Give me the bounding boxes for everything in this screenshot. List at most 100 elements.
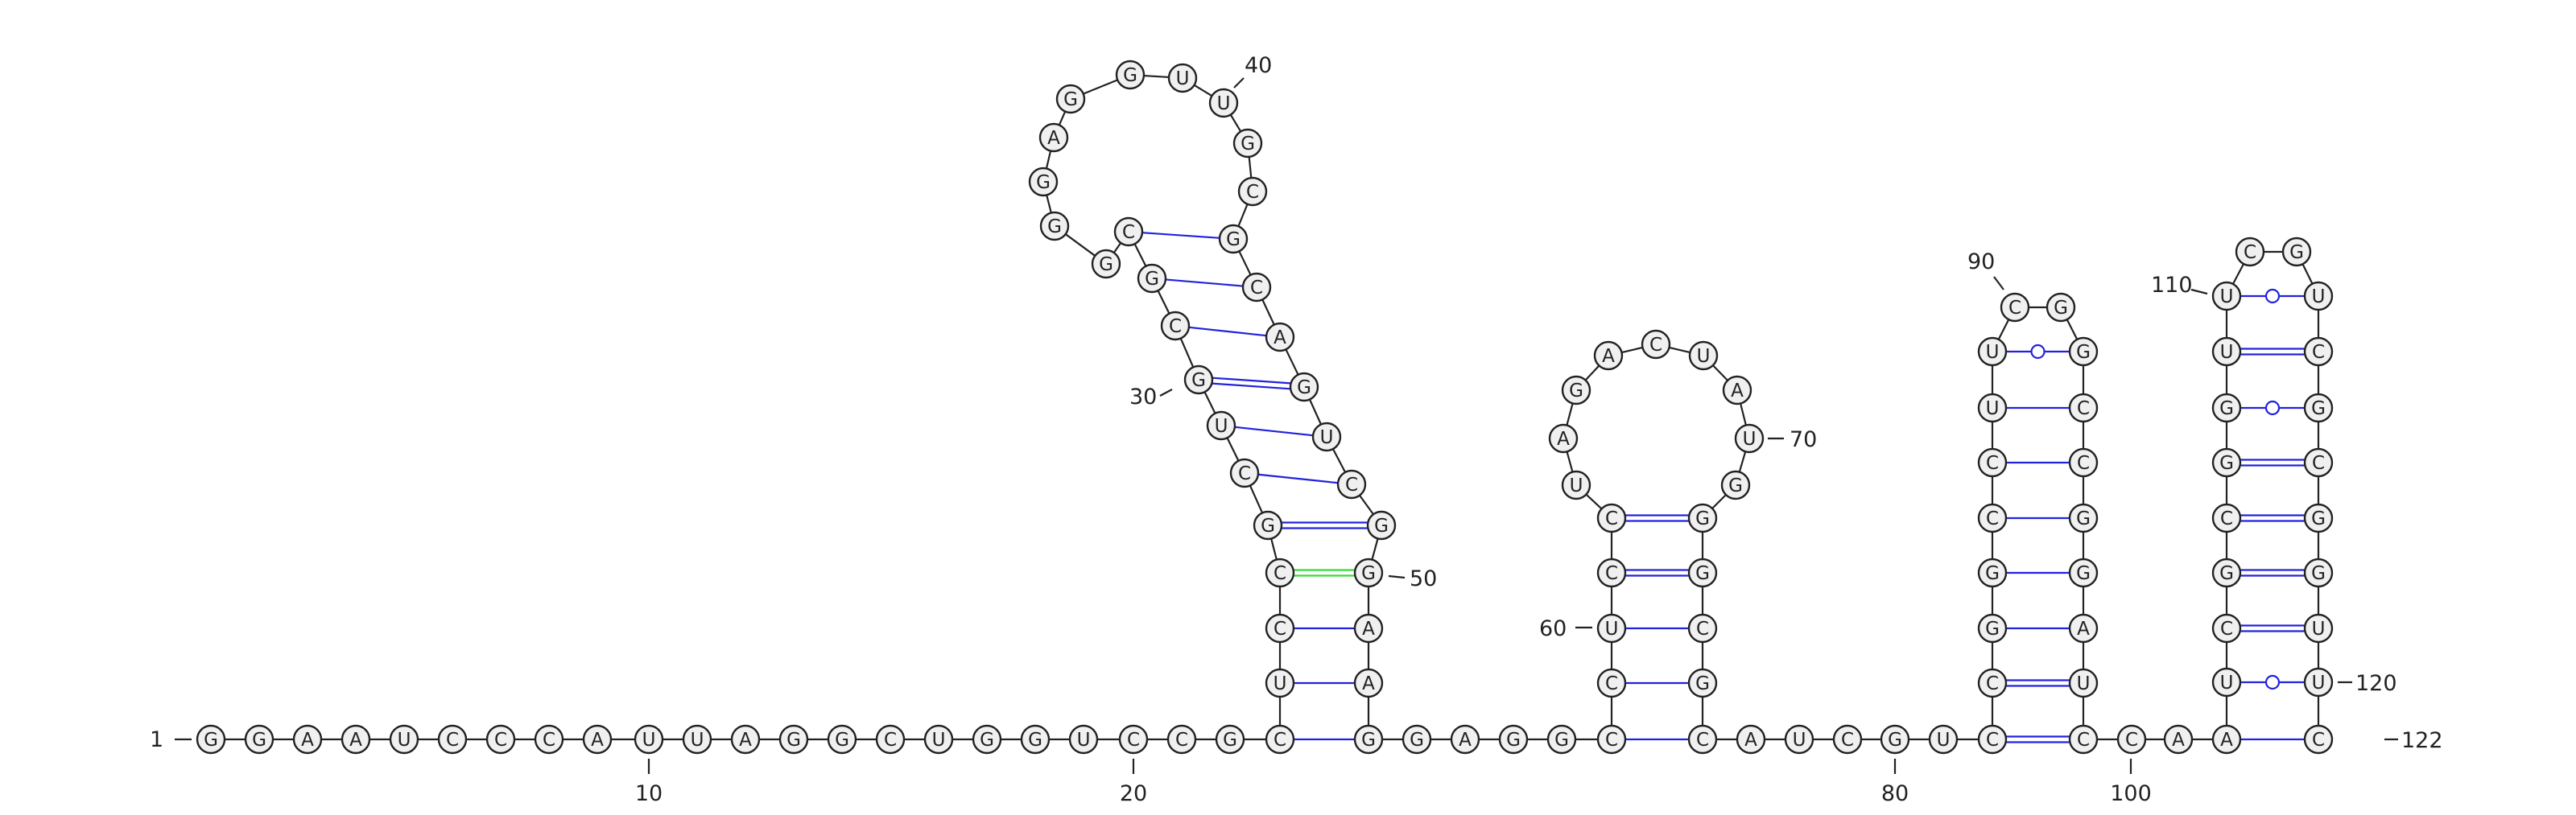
nucleotide-letter: A <box>2220 730 2233 751</box>
base-pair-gu-marker <box>2264 288 2281 304</box>
nucleotide-70: A <box>1722 375 1752 405</box>
nucleotide-letter: G <box>1297 377 1311 398</box>
nucleotide-circle <box>582 724 613 755</box>
backbone-link <box>1740 403 1747 426</box>
nucleotide-letter: C <box>1238 463 1251 484</box>
base-pair-gu-marker <box>2030 344 2046 360</box>
nucleotide-circle <box>2303 613 2334 644</box>
nucleotide-11: U <box>682 724 712 755</box>
label-30: 30 <box>1129 385 1157 410</box>
nucleotide-25: C <box>1265 613 1295 644</box>
nucleotide-circle <box>1720 470 1751 500</box>
nucleotide-letter: U <box>1274 673 1287 694</box>
nucleotide-circle <box>1977 724 2008 755</box>
nucleotide-94: C <box>2068 393 2099 423</box>
nucleotide-circle <box>1977 447 2008 478</box>
nucleotide-circle <box>1113 216 1144 247</box>
backbone-link <box>1229 114 1242 132</box>
nucleotide-circle <box>682 724 712 755</box>
nucleotide-letter: C <box>1605 730 1618 751</box>
nucleotide-letter: A <box>349 730 362 751</box>
label-90: 90 <box>1967 249 1995 274</box>
nucleotide-letter: A <box>2172 730 2185 751</box>
nucleotide-19: U <box>1068 724 1099 755</box>
nucleotide-letter: C <box>2220 508 2233 529</box>
nucleotide-circle <box>1687 558 1718 588</box>
nucleotide-letter: U <box>2312 619 2326 640</box>
nucleotide-letter: G <box>252 730 266 751</box>
nucleotide-47: G <box>1289 372 1319 402</box>
nucleotide-letter: G <box>2311 398 2326 419</box>
nucleotide-letter: C <box>446 730 459 751</box>
nucleotide-circle <box>1353 724 1384 755</box>
nucleotide-circle <box>875 724 906 755</box>
nucleotide-circle <box>2303 336 2334 367</box>
nucleotide-circle <box>1498 724 1529 755</box>
nucleotide-circle <box>1068 724 1099 755</box>
nucleotide-letter: C <box>2220 619 2233 640</box>
nucleotide-letter: G <box>1223 730 1237 751</box>
nucleotide-circle <box>2068 447 2099 478</box>
nucleotide-10: U <box>634 724 664 755</box>
nucleotide-104: U <box>2211 667 2242 698</box>
nucleotide-26: C <box>1265 558 1295 588</box>
nucleotide-circle <box>2303 503 2334 533</box>
nucleotide-letter: C <box>543 730 555 751</box>
nucleotide-circle <box>1561 375 1591 405</box>
nucleotide-80: C <box>1832 724 1863 755</box>
nucleotide-letter: A <box>2077 619 2090 640</box>
nucleotide-105: C <box>2211 613 2242 644</box>
nucleotide-circle <box>1402 724 1432 755</box>
nucleotide-13: G <box>778 724 809 755</box>
nucleotide-57: G <box>1498 724 1529 755</box>
nucleotide-letter: U <box>1986 342 2000 363</box>
nucleotide-106: G <box>2211 558 2242 588</box>
nucleotide-circle <box>2046 292 2076 323</box>
nucleotide-72: G <box>1720 470 1751 500</box>
nucleotide-circle <box>1687 724 1718 755</box>
nucleotide-circle <box>1977 503 2008 533</box>
nucleotide-letter: A <box>1047 128 1060 149</box>
nucleotide-122: C <box>2303 724 2334 755</box>
nucleotide-circle <box>2211 667 2242 698</box>
nucleotide-81: G <box>1880 724 1910 755</box>
nucleotide-33: C <box>1113 216 1144 247</box>
nucleotide-circle <box>1166 724 1197 755</box>
nucleotide-circle <box>1977 613 2008 644</box>
nucleotide-letter: G <box>786 730 801 751</box>
nucleotide-letter: C <box>2077 398 2090 419</box>
nucleotide-16: U <box>923 724 954 755</box>
nucleotide-letter: U <box>1986 398 2000 419</box>
nucleotide-circle <box>1215 724 1245 755</box>
nucleotide-circle <box>2303 724 2334 755</box>
backbone-link <box>1157 290 1170 315</box>
nucleotide-14: G <box>827 724 857 755</box>
base-pairs-layer <box>1141 232 2305 743</box>
nucleotide-circle <box>1229 458 1260 488</box>
nucleotide-letter: G <box>1728 475 1743 496</box>
nucleotide-letter: C <box>1175 730 1188 751</box>
base-pair-line <box>1165 278 1244 287</box>
nucleotide-letter: C <box>1986 453 1999 474</box>
nucleotide-73: G <box>1687 503 1718 533</box>
nucleotide-circle <box>1115 60 1146 90</box>
nucleotide-circle <box>1020 724 1051 755</box>
nucleotide-circle <box>2211 724 2242 755</box>
nucleotide-63: C <box>1596 503 1627 533</box>
nucleotide-120: U <box>2303 613 2334 644</box>
nucleotide-circle <box>827 724 857 755</box>
nucleotide-37: A <box>1038 122 1069 153</box>
nucleotide-circle <box>2163 724 2194 755</box>
nucleotide-letter: C <box>1246 182 1259 203</box>
nucleotide-letter: C <box>1169 316 1182 337</box>
nucleotide-circle <box>1977 668 2008 698</box>
backbone-link <box>1237 204 1249 227</box>
nucleotide-letter: A <box>1731 381 1744 401</box>
nucleotide-letter: A <box>301 730 314 751</box>
nucleotide-circle <box>2068 336 2099 367</box>
nucleotide-113: G <box>2281 237 2312 267</box>
label-10: 10 <box>635 781 663 806</box>
nucleotide-circle <box>1687 668 1718 698</box>
nucleotide-circle <box>1687 503 1718 533</box>
nucleotide-letter: C <box>2077 730 2090 751</box>
